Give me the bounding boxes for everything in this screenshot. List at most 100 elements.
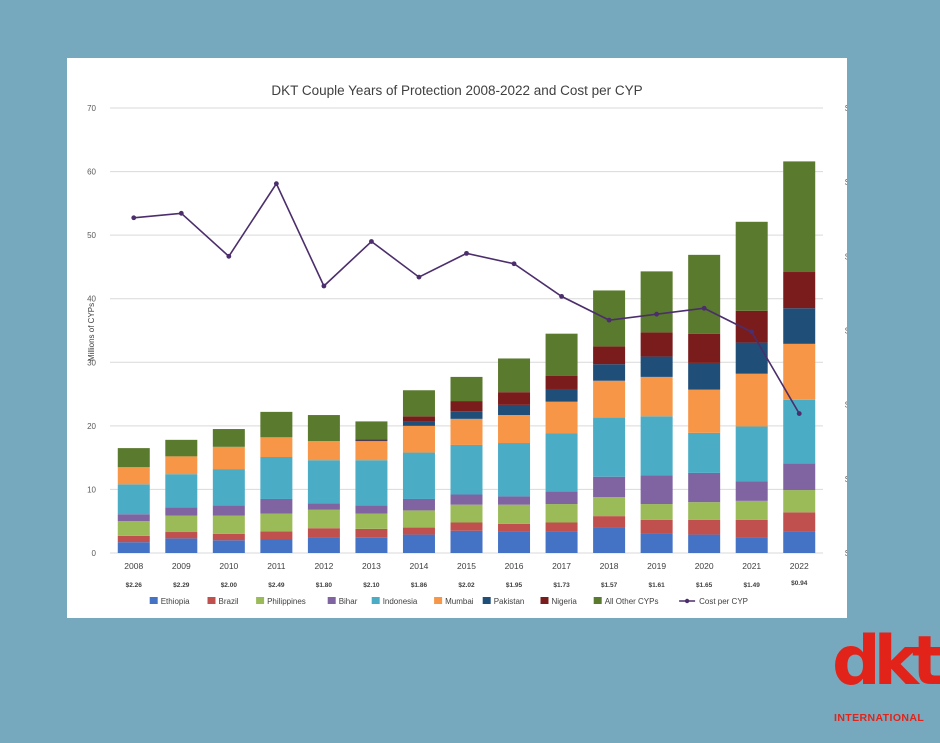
y2-tick-label: $2.00 — [845, 252, 847, 261]
bar-segment-bihar — [498, 496, 531, 505]
legend-label: Bihar — [339, 597, 358, 606]
dkt-international-logo: dkt INTERNATIONAL — [828, 628, 940, 726]
bar-segment-indonesia — [735, 426, 768, 482]
bar-segment-mumbai — [545, 401, 578, 434]
y-tick-label: 50 — [87, 231, 96, 240]
bar-segment-nigeria — [593, 346, 626, 365]
bar-segment-brazil — [260, 531, 293, 540]
bar-segment-all-other-cyps — [783, 161, 816, 273]
bar-segment-brazil — [165, 532, 198, 539]
chart-title: DKT Couple Years of Protection 2008-2022… — [271, 83, 642, 98]
bar-segment-ethiopia — [688, 534, 721, 553]
cost-point — [178, 210, 184, 216]
bar-segment-nigeria — [402, 416, 435, 422]
bar-segment-philippines — [165, 515, 198, 533]
x-tick-label: 2020 — [695, 561, 714, 571]
bar-segment-ethiopia — [545, 531, 578, 553]
legend-label: Pakistan — [494, 597, 525, 606]
bar-segment-bihar — [735, 481, 768, 501]
bar-segment-brazil — [498, 523, 531, 532]
bar-segment-all-other-cyps — [307, 415, 340, 442]
bar-segment-mumbai — [735, 373, 768, 427]
y2-tick-label: $3.00 — [845, 104, 847, 113]
cost-point — [796, 411, 802, 416]
bar-segment-bihar — [688, 472, 721, 503]
cost-data-label: $2.02 — [458, 582, 475, 589]
cost-line — [131, 181, 802, 416]
y-tick-label: 20 — [87, 422, 96, 431]
bar-segment-philippines — [212, 515, 245, 534]
bar-segment-pakistan — [545, 388, 578, 402]
bar-segment-indonesia — [450, 444, 483, 495]
bar-segment-bihar — [640, 475, 673, 505]
legend-label: Nigeria — [552, 597, 578, 606]
cost-point — [273, 181, 279, 187]
y-tick-label: 60 — [87, 168, 96, 177]
bar-segment-indonesia — [593, 417, 626, 477]
legend-swatch — [207, 597, 216, 604]
bar-segment-ethiopia — [260, 539, 293, 553]
bar-segment-indonesia — [402, 452, 435, 499]
bar-segment-mumbai — [260, 437, 293, 458]
legend-label: Ethiopia — [161, 597, 190, 606]
bar-segment-philippines — [355, 513, 388, 529]
cost-data-label: $1.57 — [601, 582, 618, 589]
bar-segment-ethiopia — [735, 537, 768, 553]
legend-label: Brazil — [219, 597, 239, 606]
bar-segment-nigeria — [783, 272, 816, 309]
bar-segment-brazil — [593, 516, 626, 528]
legend-swatch — [593, 597, 602, 604]
bar-segment-all-other-cyps — [165, 439, 198, 457]
x-tick-label: 2010 — [219, 561, 238, 571]
cost-point — [654, 311, 660, 317]
cost-point — [559, 293, 564, 299]
bar-segment-mumbai — [450, 418, 483, 445]
x-tick-label: 2009 — [172, 561, 191, 571]
bar-segment-nigeria — [545, 375, 578, 389]
bar-segment-brazil — [212, 533, 245, 541]
legend-label: All Other CYPs — [605, 597, 659, 606]
cost-point — [701, 305, 707, 311]
bar-segment-bihar — [545, 491, 578, 505]
y2-tick-label: $- — [845, 549, 847, 558]
bar-segment-ethiopia — [117, 542, 150, 553]
x-tick-label: 2018 — [600, 561, 619, 571]
bar-segment-mumbai — [212, 446, 245, 470]
legend-swatch — [256, 597, 265, 604]
cost-point — [131, 215, 137, 221]
bar-segment-bihar — [593, 476, 626, 498]
bar-segment-bihar — [307, 503, 340, 510]
bar-segment-ethiopia — [355, 537, 388, 553]
legend: Ethiopia Brazil Philippines Bihar Indonesia M… — [149, 597, 748, 606]
bar-segment-nigeria — [498, 392, 531, 405]
bar-segment-ethiopia — [783, 531, 816, 553]
bar-segment-brazil — [450, 522, 483, 531]
bar-segment-brazil — [117, 535, 150, 543]
bar-segment-pakistan — [783, 308, 816, 344]
bar-segment-philippines — [450, 504, 483, 523]
cost-data-label: $1.49 — [744, 582, 761, 589]
x-tick-label: 2022 — [790, 561, 809, 571]
cost-point — [511, 261, 517, 267]
cost-data-label: $1.65 — [696, 582, 713, 589]
bar-segment-ethiopia — [212, 540, 245, 553]
bar-segment-philippines — [783, 490, 816, 513]
bar-segment-philippines — [688, 502, 721, 520]
cost-data-label: $1.86 — [411, 582, 428, 589]
cost-data-label: $2.26 — [126, 582, 143, 589]
cost-point — [369, 239, 374, 244]
axes: 0 10 20 30 40 50 60 70 $- $0.50 $1.00 $1.50 $2.00 $2.… — [87, 104, 847, 589]
bar-segment-mumbai — [355, 441, 388, 461]
bar-segment-pakistan — [735, 342, 768, 374]
cost-data-label: $2.10 — [363, 582, 380, 589]
legend-label: Cost per CYP — [699, 597, 748, 606]
legend-label: Indonesia — [383, 597, 418, 606]
cost-data-label: $2.00 — [221, 582, 238, 589]
y-axis-label: Millions of CYPs — [87, 303, 96, 361]
bar-segment-brazil — [545, 522, 578, 532]
bar-segment-pakistan — [688, 362, 721, 390]
bar-segment-indonesia — [783, 399, 816, 464]
bar-segment-pakistan — [355, 440, 388, 442]
bars — [117, 161, 816, 553]
bar-segment-ethiopia — [450, 530, 483, 553]
